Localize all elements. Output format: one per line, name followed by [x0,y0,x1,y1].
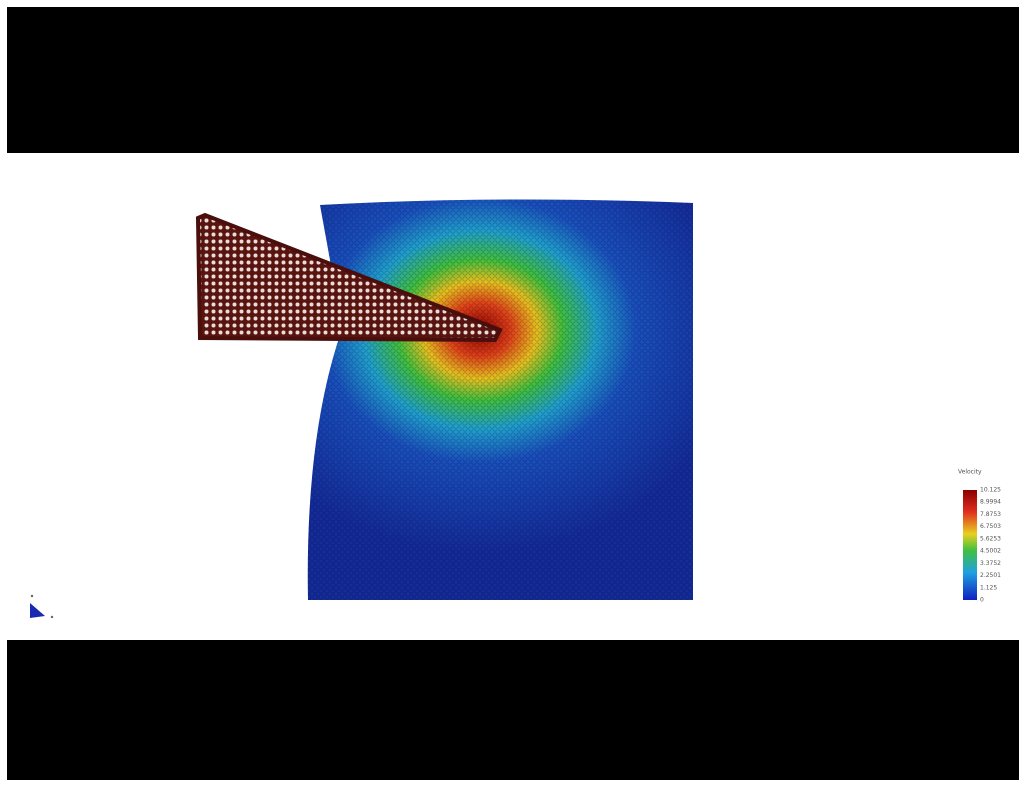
letterbox-bottom [7,640,1019,780]
legend-label: 1.125 [980,584,997,591]
legend-label: 8.9994 [980,499,1001,506]
axes-triad [30,595,53,618]
page: Velocity 10.125 8.9994 7.8753 6.7503 5.6253 4… [0,0,1019,787]
legend-label: 5.6253 [980,535,1001,542]
legend-title: Velocity [958,469,982,476]
legend-label: 10.125 [980,487,1001,494]
legend-label: 4.5002 [980,548,1001,555]
color-legend: Velocity 10.125 8.9994 7.8753 6.7503 5.6253 4… [958,469,1001,604]
color-bar [963,490,977,600]
triad-label [51,616,53,618]
legend-label: 6.7503 [980,523,1001,530]
legend-label: 3.3752 [980,560,1001,567]
letterbox-top [7,7,1019,153]
triad-arrow [30,603,45,618]
particle-texture [308,199,693,600]
legend-label: 7.8753 [980,511,1001,518]
video-frame: Velocity 10.125 8.9994 7.8753 6.7503 5.6253 4… [0,0,1019,787]
legend-label: 0 [980,597,984,604]
legend-label: 2.2501 [980,572,1001,579]
triad-label [31,595,33,597]
